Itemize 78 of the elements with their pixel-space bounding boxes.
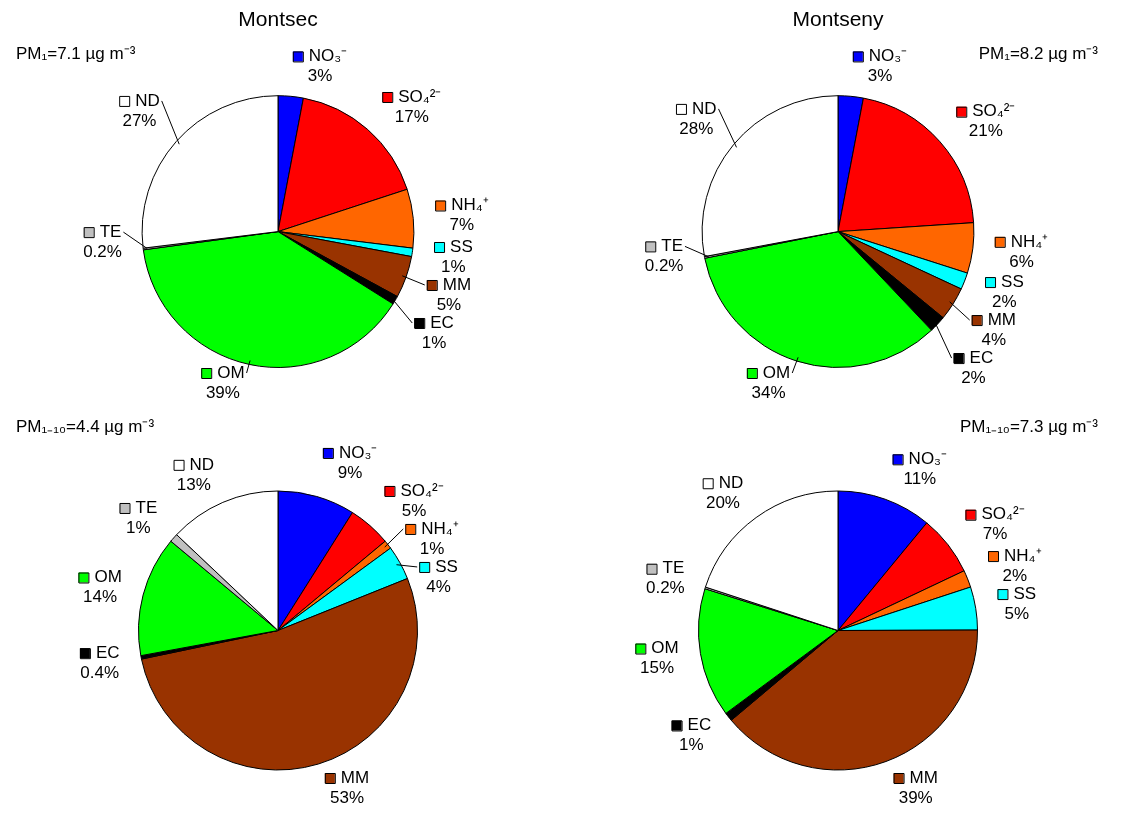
- data-label: 34%: [751, 382, 786, 402]
- legend-label: MM: [987, 309, 1017, 329]
- legend-label: EC: [687, 715, 712, 735]
- data-label: 13%: [176, 474, 211, 494]
- legend-label: MM: [442, 274, 472, 294]
- legend-label: SO₄²⁻: [398, 86, 442, 106]
- legend-label: NO₃⁻: [338, 442, 378, 462]
- legend-label: NH₄⁺: [451, 195, 489, 215]
- data-label: 53%: [329, 787, 364, 807]
- chart-title: Montseny: [792, 7, 885, 31]
- legend-label: OM: [94, 567, 122, 587]
- legend-label: SO₄²⁻: [972, 101, 1016, 121]
- data-label: 5%: [436, 294, 462, 314]
- data-label: 15%: [640, 658, 675, 678]
- text: PM₁=7.1 µg m⁻³: [16, 43, 136, 63]
- data-label: 5%: [1004, 603, 1030, 623]
- legend-label: ND: [189, 454, 215, 474]
- data-label: 7%: [982, 524, 1008, 544]
- data-label: 3%: [307, 66, 333, 86]
- legend-label: MM: [909, 767, 938, 787]
- legend-label: TE: [662, 558, 685, 578]
- legend-label: NH₄⁺: [1010, 231, 1049, 251]
- legend-label: TE: [135, 497, 158, 517]
- data-label: 0.4%: [80, 662, 120, 682]
- data-label: 1%: [126, 517, 151, 537]
- data-label: 0.2%: [645, 578, 685, 598]
- legend-label: SS: [450, 236, 473, 256]
- text: PM₁₋₁₀=4.4 µg m⁻³: [16, 416, 155, 436]
- legend-label: NO₃⁻: [868, 46, 908, 66]
- legend-label: OM: [217, 362, 245, 382]
- legend-label: SO₄²⁻: [981, 504, 1025, 524]
- legend-label: ND: [135, 90, 160, 110]
- data-label: 28%: [679, 118, 714, 138]
- legend-label: OM: [651, 638, 679, 658]
- data-label: 11%: [903, 469, 937, 489]
- legend-label: SS: [1001, 271, 1024, 291]
- legend-label: TE: [99, 221, 122, 241]
- data-label: 27%: [122, 110, 157, 130]
- data-label: 17%: [394, 106, 429, 126]
- legend-label: SS: [1013, 583, 1037, 603]
- data-label: 3%: [867, 66, 893, 86]
- data-label: 4%: [981, 329, 1007, 349]
- legend-label: SO₄²⁻: [400, 480, 444, 500]
- chart-title: Montsec: [238, 7, 318, 31]
- legend-label: ND: [691, 98, 717, 118]
- data-label: 9%: [337, 462, 363, 482]
- data-label: 1%: [421, 332, 447, 352]
- data-label: 5%: [401, 500, 427, 520]
- legend-label: SS: [435, 556, 458, 576]
- legend-label: TE: [661, 236, 683, 256]
- legend-label: ND: [718, 472, 744, 492]
- legend-label: EC: [430, 312, 454, 332]
- data-label: 20%: [705, 492, 740, 512]
- data-label: 1%: [441, 256, 466, 276]
- data-label: 21%: [968, 121, 1003, 141]
- text: PM₁₋₁₀=7.3 µg m⁻³: [959, 416, 1099, 436]
- data-label: 39%: [898, 787, 933, 807]
- text: PM₁=8.2 µg m⁻³: [978, 43, 1099, 63]
- data-label: 14%: [83, 587, 118, 607]
- legend-label: NO₃⁻: [908, 449, 948, 469]
- data-label: 7%: [449, 215, 475, 235]
- data-label: 2%: [992, 291, 1017, 311]
- data-label: 2%: [1002, 565, 1028, 585]
- data-label: 2%: [961, 367, 986, 387]
- data-label: 1%: [679, 735, 704, 755]
- legend-label: NH₄⁺: [421, 518, 459, 538]
- data-label: 39%: [205, 382, 240, 402]
- legend-label: NH₄⁺: [1004, 545, 1042, 565]
- data-label: 1%: [419, 538, 445, 558]
- data-label: 0.2%: [644, 256, 684, 276]
- data-label: 4%: [426, 576, 451, 596]
- legend-label: EC: [969, 347, 994, 367]
- legend-label: NO₃⁻: [308, 46, 348, 66]
- data-label: 0.2%: [83, 241, 122, 261]
- data-label: 6%: [1009, 251, 1034, 271]
- legend-label: EC: [95, 642, 120, 662]
- legend-label: OM: [762, 362, 791, 382]
- legend-label: MM: [340, 767, 370, 787]
